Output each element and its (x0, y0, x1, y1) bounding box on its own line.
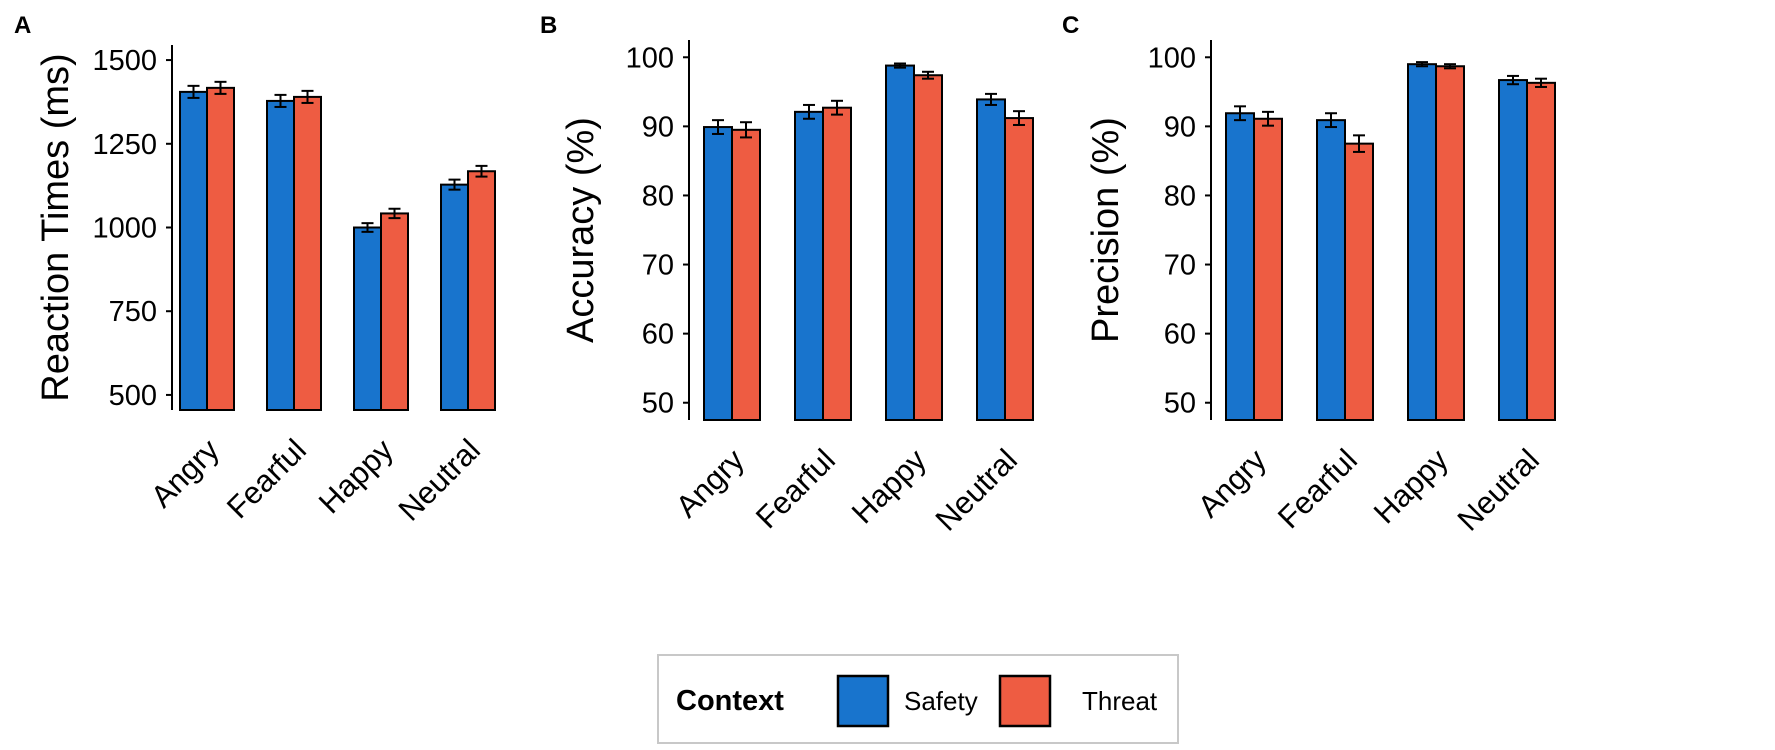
y-tick-label-1500: 1500 (92, 45, 157, 77)
y-tick-label-90: 90 (642, 111, 674, 143)
bar-threat-angry (731, 128, 761, 421)
x-tick-label-fearful: Fearful (1271, 442, 1364, 535)
bar-threat-happy (1435, 65, 1465, 421)
y-tick-label-60: 60 (642, 319, 674, 351)
y-axis-title: Precision (%) (1085, 117, 1127, 343)
legend-label-threat: Threat (1082, 686, 1158, 716)
bar-safety-neutral (976, 98, 1006, 421)
y-tick-label-70: 70 (642, 250, 674, 282)
bar-safety-happy (353, 226, 382, 411)
y-axis-title: Accuracy (%) (560, 117, 602, 343)
y-tick-label-80: 80 (1164, 180, 1196, 212)
bar-safety-fearful (794, 110, 824, 421)
y-tick-label-60: 60 (1164, 319, 1196, 351)
x-tick-label-neutral: Neutral (929, 442, 1024, 537)
panel-letter: A (14, 12, 31, 39)
bar-safety-neutral (440, 183, 469, 411)
x-tick-label-fearful: Fearful (749, 442, 842, 535)
bar-safety-happy (1407, 63, 1437, 421)
bar-threat-happy (913, 74, 943, 422)
x-tick-label-happy: Happy (1367, 442, 1455, 530)
bar-threat-fearful (822, 106, 852, 422)
legend-swatch-safety (836, 674, 890, 728)
bar-safety-angry (1225, 112, 1255, 422)
y-tick-label-90: 90 (1164, 111, 1196, 143)
bar-safety-fearful (1316, 119, 1346, 422)
x-tick-label-neutral: Neutral (1451, 442, 1546, 537)
legend-swatch-threat (998, 674, 1052, 728)
panel-letter: B (540, 12, 557, 39)
y-axis-title: Reaction Times (ms) (35, 53, 77, 401)
bar-threat-fearful (293, 95, 322, 412)
bar-threat-happy (380, 212, 409, 411)
y-tick-label-80: 80 (642, 180, 674, 212)
y-tick-label-100: 100 (1148, 42, 1196, 74)
bar-threat-neutral (1004, 117, 1034, 421)
x-tick-label-happy: Happy (845, 442, 933, 530)
bar-safety-angry (703, 126, 733, 422)
bar-threat-neutral (467, 170, 496, 411)
y-tick-label-500: 500 (109, 380, 157, 412)
y-tick-label-50: 50 (1164, 388, 1196, 420)
x-tick-label-fearful: Fearful (220, 432, 313, 525)
legend-box (657, 654, 1179, 744)
panel-a: A 500 750 1000 1250 1500 Reaction Times (ms) An… (14, 12, 496, 528)
y-tick-label-750: 750 (109, 296, 157, 328)
x-tick-label-angry: Angry (669, 442, 751, 524)
x-tick-label-angry: Angry (144, 432, 226, 514)
y-tick-label-50: 50 (642, 388, 674, 420)
x-tick-label-neutral: Neutral (392, 432, 487, 527)
legend-label-safety: Safety (904, 686, 978, 716)
legend-title: Context (676, 685, 784, 717)
y-tick-label-1250: 1250 (92, 129, 157, 161)
panel-letter: C (1062, 12, 1079, 39)
y-tick-label-70: 70 (1164, 250, 1196, 282)
bar-threat-fearful (1344, 142, 1374, 422)
bar-threat-angry (1253, 117, 1283, 421)
bar-threat-angry (206, 86, 235, 411)
bar-safety-angry (179, 90, 208, 411)
bar-safety-happy (885, 64, 915, 422)
bar-threat-neutral (1526, 81, 1556, 421)
y-tick-label-1000: 1000 (92, 213, 157, 245)
bar-safety-fearful (266, 99, 295, 411)
x-tick-label-happy: Happy (312, 432, 400, 520)
bar-safety-neutral (1498, 79, 1528, 421)
panels: A 500 750 1000 1250 1500 Reaction Times (ms) An… (14, 12, 1556, 538)
x-tick-label-angry: Angry (1191, 442, 1273, 524)
y-tick-label-100: 100 (626, 42, 674, 74)
legend: Context Safety Threat (657, 654, 1179, 744)
